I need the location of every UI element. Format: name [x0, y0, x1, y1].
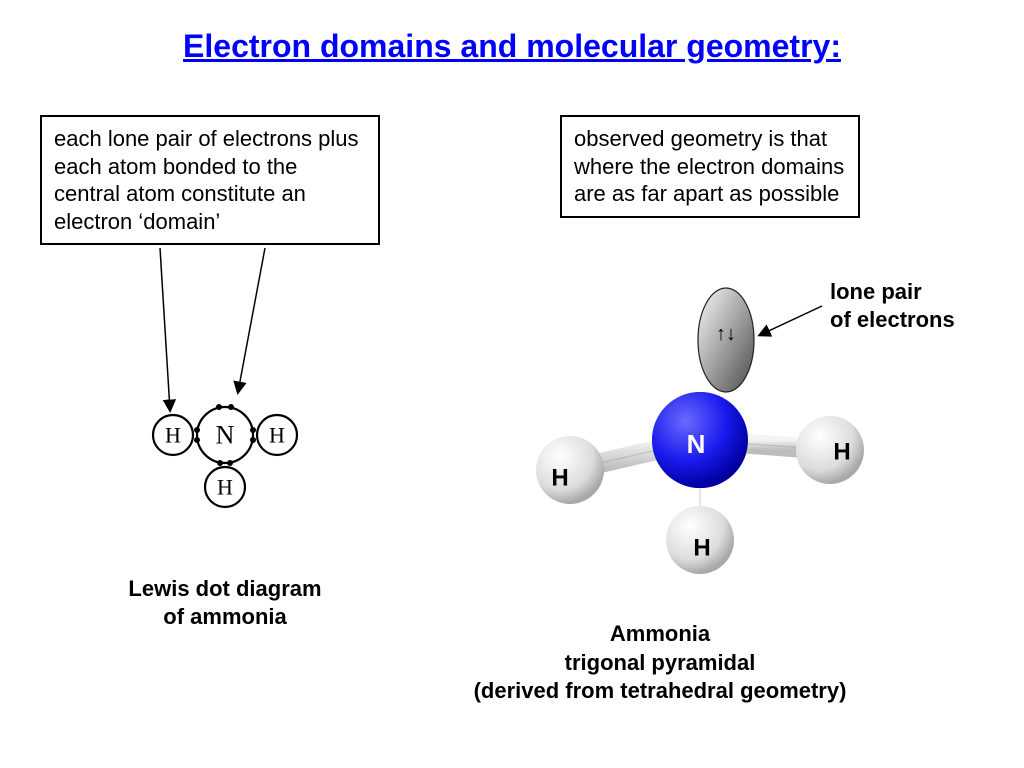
definition-text-right: observed geometry is that where the elec…: [574, 126, 844, 206]
svg-text:N: N: [687, 429, 706, 459]
lone-pair-label-line2: of electrons: [830, 307, 955, 332]
definition-box-right: observed geometry is that where the elec…: [560, 115, 860, 218]
connector-arrows: [160, 248, 822, 410]
ammonia-caption: Ammonia trigonal pyramidal (derived from…: [440, 620, 880, 706]
svg-text:H: H: [165, 423, 181, 448]
lewis-dot-diagram: NHHH: [153, 404, 297, 507]
lewis-caption-line1: Lewis dot diagram: [128, 576, 321, 601]
ball-stick-model: ↑↓NNHHH: [536, 288, 864, 574]
definition-box-left: each lone pair of electrons plus each at…: [40, 115, 380, 245]
lone-pair-label: lone pair of electrons: [830, 278, 955, 333]
svg-text:H: H: [269, 423, 285, 448]
svg-text:N: N: [216, 421, 235, 450]
page-title: Electron domains and molecular geometry:: [0, 28, 1024, 65]
svg-text:↑↓: ↑↓: [716, 323, 736, 345]
lone-pair-label-line1: lone pair: [830, 279, 922, 304]
ammonia-caption-line2: trigonal pyramidal: [440, 649, 880, 678]
ammonia-caption-line1: Ammonia: [440, 620, 880, 649]
lewis-caption-line2: of ammonia: [163, 604, 286, 629]
svg-text:H: H: [833, 439, 850, 466]
svg-text:H: H: [693, 535, 710, 562]
svg-text:H: H: [551, 465, 568, 492]
svg-text:N: N: [687, 429, 706, 459]
definition-text-left: each lone pair of electrons plus each at…: [54, 126, 359, 234]
svg-text:H: H: [217, 475, 233, 500]
ammonia-caption-line3: (derived from tetrahedral geometry): [440, 677, 880, 706]
lewis-caption: Lewis dot diagram of ammonia: [95, 575, 355, 630]
